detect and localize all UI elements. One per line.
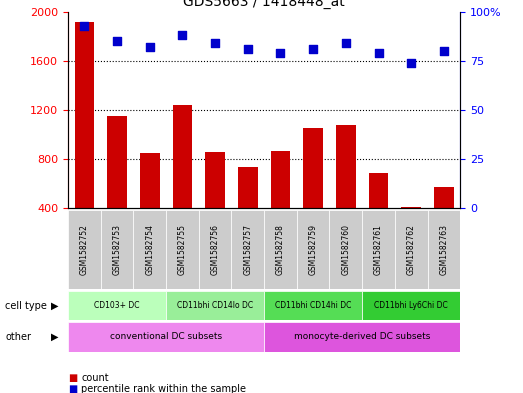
FancyBboxPatch shape bbox=[362, 291, 460, 320]
Point bbox=[309, 46, 317, 52]
Bar bbox=[107, 116, 127, 257]
Bar bbox=[271, 151, 290, 257]
Text: GSM1582759: GSM1582759 bbox=[309, 224, 317, 275]
Point bbox=[276, 50, 285, 56]
Point bbox=[80, 22, 88, 29]
FancyBboxPatch shape bbox=[166, 210, 199, 289]
Text: GSM1582757: GSM1582757 bbox=[243, 224, 252, 275]
Text: ▶: ▶ bbox=[51, 301, 59, 310]
Text: GSM1582756: GSM1582756 bbox=[211, 224, 220, 275]
FancyBboxPatch shape bbox=[166, 291, 264, 320]
Text: percentile rank within the sample: percentile rank within the sample bbox=[81, 384, 246, 393]
FancyBboxPatch shape bbox=[100, 210, 133, 289]
FancyBboxPatch shape bbox=[231, 210, 264, 289]
Text: ■: ■ bbox=[68, 373, 77, 383]
FancyBboxPatch shape bbox=[362, 210, 395, 289]
Text: CD103+ DC: CD103+ DC bbox=[94, 301, 140, 310]
FancyBboxPatch shape bbox=[68, 322, 264, 352]
Text: CD11bhi CD14lo DC: CD11bhi CD14lo DC bbox=[177, 301, 253, 310]
FancyBboxPatch shape bbox=[297, 210, 329, 289]
Bar bbox=[238, 167, 257, 257]
Point bbox=[374, 50, 383, 56]
Bar bbox=[303, 129, 323, 257]
Point bbox=[113, 38, 121, 44]
Text: GSM1582761: GSM1582761 bbox=[374, 224, 383, 275]
Text: GSM1582754: GSM1582754 bbox=[145, 224, 154, 275]
FancyBboxPatch shape bbox=[133, 210, 166, 289]
Point bbox=[145, 44, 154, 50]
FancyBboxPatch shape bbox=[428, 210, 460, 289]
FancyBboxPatch shape bbox=[199, 210, 231, 289]
Title: GDS5663 / 1418448_at: GDS5663 / 1418448_at bbox=[183, 0, 345, 9]
Bar bbox=[74, 22, 94, 257]
Bar bbox=[140, 153, 160, 257]
Text: CD11bhi CD14hi DC: CD11bhi CD14hi DC bbox=[275, 301, 351, 310]
Bar bbox=[434, 187, 453, 257]
Text: monocyte-derived DC subsets: monocyte-derived DC subsets bbox=[294, 332, 430, 342]
Point bbox=[342, 40, 350, 46]
Point bbox=[211, 40, 219, 46]
Bar bbox=[369, 173, 388, 257]
Point bbox=[178, 32, 187, 39]
Text: GSM1582755: GSM1582755 bbox=[178, 224, 187, 275]
FancyBboxPatch shape bbox=[264, 322, 460, 352]
Text: GSM1582760: GSM1582760 bbox=[342, 224, 350, 275]
Bar bbox=[336, 125, 356, 257]
Point bbox=[407, 60, 415, 66]
Point bbox=[440, 48, 448, 54]
Bar bbox=[173, 105, 192, 257]
Text: conventional DC subsets: conventional DC subsets bbox=[110, 332, 222, 342]
Text: ▶: ▶ bbox=[51, 332, 59, 342]
FancyBboxPatch shape bbox=[395, 210, 428, 289]
Text: ■: ■ bbox=[68, 384, 77, 393]
FancyBboxPatch shape bbox=[68, 291, 166, 320]
Bar bbox=[206, 152, 225, 257]
FancyBboxPatch shape bbox=[264, 210, 297, 289]
FancyBboxPatch shape bbox=[68, 210, 100, 289]
Text: GSM1582758: GSM1582758 bbox=[276, 224, 285, 275]
Text: count: count bbox=[81, 373, 109, 383]
Text: GSM1582752: GSM1582752 bbox=[80, 224, 89, 275]
Point bbox=[244, 46, 252, 52]
Text: GSM1582762: GSM1582762 bbox=[407, 224, 416, 275]
FancyBboxPatch shape bbox=[264, 291, 362, 320]
Bar bbox=[402, 207, 421, 257]
Text: cell type: cell type bbox=[5, 301, 47, 310]
FancyBboxPatch shape bbox=[329, 210, 362, 289]
Text: GSM1582753: GSM1582753 bbox=[112, 224, 121, 275]
Text: other: other bbox=[5, 332, 31, 342]
Text: GSM1582763: GSM1582763 bbox=[439, 224, 448, 275]
Text: CD11bhi Ly6Chi DC: CD11bhi Ly6Chi DC bbox=[374, 301, 448, 310]
